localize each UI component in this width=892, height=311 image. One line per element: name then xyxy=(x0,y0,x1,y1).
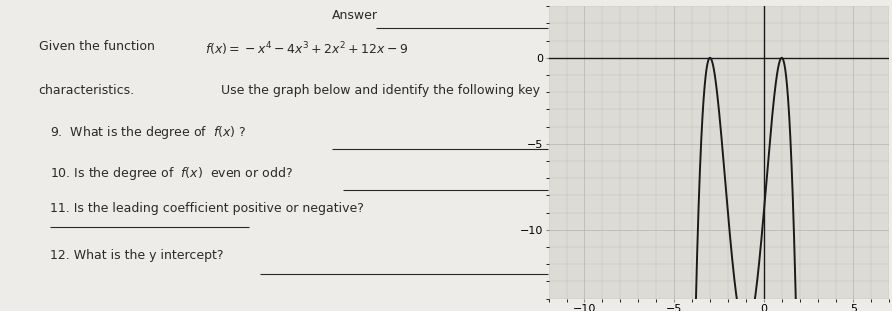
Text: $f(x)=-x^4-4x^3+2x^2+12x-9$: $f(x)=-x^4-4x^3+2x^2+12x-9$ xyxy=(204,40,409,58)
Text: characteristics.: characteristics. xyxy=(38,84,135,97)
Text: 9.  What is the degree of  $f(x)$ ?: 9. What is the degree of $f(x)$ ? xyxy=(50,124,246,142)
Text: Given the function: Given the function xyxy=(38,40,154,53)
Text: 12. What is the y intercept?: 12. What is the y intercept? xyxy=(50,249,223,262)
Text: Answer: Answer xyxy=(332,9,378,22)
Text: 10. Is the degree of  $f(x)$  even or odd?: 10. Is the degree of $f(x)$ even or odd? xyxy=(50,165,293,182)
Text: 11. Is the leading coefficient positive or negative?: 11. Is the leading coefficient positive … xyxy=(50,202,364,215)
Text: Use the graph below and identify the following key: Use the graph below and identify the fol… xyxy=(221,84,541,97)
